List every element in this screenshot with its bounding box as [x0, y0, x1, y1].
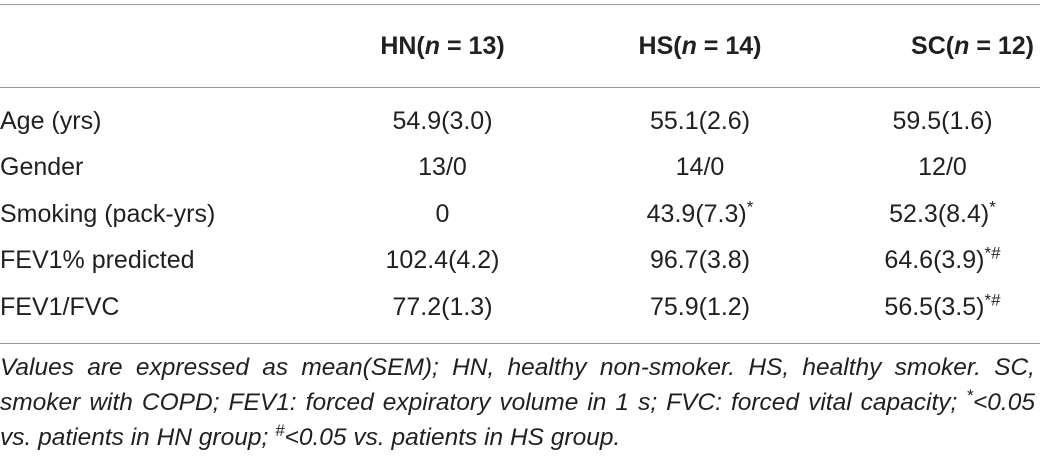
cell-value: 77.2(1.3) — [392, 292, 493, 321]
header-text: = 12) — [969, 31, 1034, 60]
cell-value: 0 — [435, 199, 450, 228]
cell: 13/0 — [330, 145, 555, 192]
cell-value: 43.9(7.3) — [646, 199, 747, 228]
header-text: SC( — [911, 31, 955, 60]
column-header: HS(n = 14) — [555, 5, 845, 88]
cell-value: 52.3(8.4) — [889, 199, 990, 228]
header-text: n — [424, 31, 441, 60]
cell-value: 13/0 — [418, 153, 467, 182]
header-text: HN( — [380, 31, 425, 60]
cell-value: 102.4(4.2) — [385, 246, 500, 275]
footnote-text: <0.05 vs. patients in HS group. — [284, 424, 621, 451]
significance-mark: * — [746, 197, 754, 217]
cell-value: 56.5(3.5) — [884, 292, 985, 321]
cell: 43.9(7.3)* — [555, 191, 845, 238]
footnote-text: <0.05 vs. patients in HN group; — [0, 389, 1035, 451]
cell: 14/0 — [555, 145, 845, 192]
cell: 54.9(3.0) — [330, 88, 555, 145]
cell: 55.1(2.6) — [555, 88, 845, 145]
significance-mark: *# — [984, 290, 1001, 310]
table-row: Gender 13/0 14/0 12/0 — [0, 145, 1040, 192]
cell-value: 59.5(1.6) — [892, 106, 993, 135]
header-row: HN(n = 13) HS(n = 14) SC(n = 12) — [0, 4, 1040, 88]
footnote: Values are expressed as mean(SEM); HN, h… — [0, 350, 1035, 455]
cell: 52.3(8.4)* — [845, 191, 1040, 238]
cell-value: 14/0 — [675, 153, 725, 182]
significance-mark: * — [989, 197, 996, 217]
cell-value: 64.6(3.9) — [884, 246, 985, 275]
header-text: = 14) — [696, 31, 762, 60]
cell: 64.6(3.9)*# — [845, 238, 1040, 285]
cell: 102.4(4.2) — [330, 238, 555, 285]
significance-mark: *# — [984, 243, 1001, 263]
header-text: n — [681, 31, 697, 60]
row-label: FEV1/FVC — [0, 292, 120, 321]
cell: 56.5(3.5)*# — [845, 284, 1040, 343]
cell-value: 96.7(3.8) — [649, 246, 751, 275]
cell: 0 — [330, 191, 555, 238]
cell-value: 54.9(3.0) — [392, 106, 493, 135]
row-label: Age (yrs) — [0, 106, 102, 135]
header-blank — [0, 5, 330, 88]
cell: 77.2(1.3) — [330, 284, 555, 343]
cell-value: 12/0 — [918, 153, 967, 182]
column-header: HN(n = 13) — [330, 5, 555, 88]
footnote-mark: # — [275, 420, 285, 440]
row-label: Gender — [0, 153, 84, 182]
footnote-mark: * — [966, 385, 973, 405]
table-row: FEV1/FVC 77.2(1.3) 75.9(1.2) 56.5(3.5)*# — [0, 284, 1040, 343]
cell: 12/0 — [845, 145, 1040, 192]
column-header: SC(n = 12) — [845, 5, 1040, 88]
cell: 75.9(1.2) — [555, 284, 845, 343]
header-text: = 13) — [440, 31, 505, 60]
row-label: Smoking (pack-yrs) — [0, 199, 216, 228]
table: HN(n = 13) HS(n = 14) SC(n = 12) Age (yrs)… — [0, 4, 1040, 344]
table-row: Age (yrs) 54.9(3.0) 55.1(2.6) 59.5(1.6) — [0, 88, 1040, 145]
header-text: n — [954, 31, 970, 60]
cell-value: 75.9(1.2) — [649, 292, 751, 321]
cell: 59.5(1.6) — [845, 88, 1040, 145]
cell: 96.7(3.8) — [555, 238, 845, 285]
header-text: HS( — [638, 31, 682, 60]
table-row: FEV1% predicted 102.4(4.2) 96.7(3.8) 64.6(3… — [0, 238, 1040, 285]
cell-value: 55.1(2.6) — [649, 106, 751, 135]
table-body: Age (yrs) 54.9(3.0) 55.1(2.6) 59.5(1.6) Gend… — [0, 88, 1040, 343]
table-row: Smoking (pack-yrs) 0 43.9(7.3)* 52.3(8.4)* — [0, 191, 1040, 238]
footnote-text: Values are expressed as mean(SEM); HN, h… — [0, 354, 1035, 416]
row-label: FEV1% predicted — [0, 246, 195, 275]
